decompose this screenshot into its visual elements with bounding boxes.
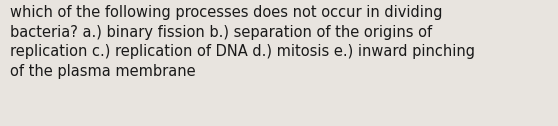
Text: which of the following processes does not occur in dividing
bacteria? a.) binary: which of the following processes does no…: [10, 5, 475, 79]
